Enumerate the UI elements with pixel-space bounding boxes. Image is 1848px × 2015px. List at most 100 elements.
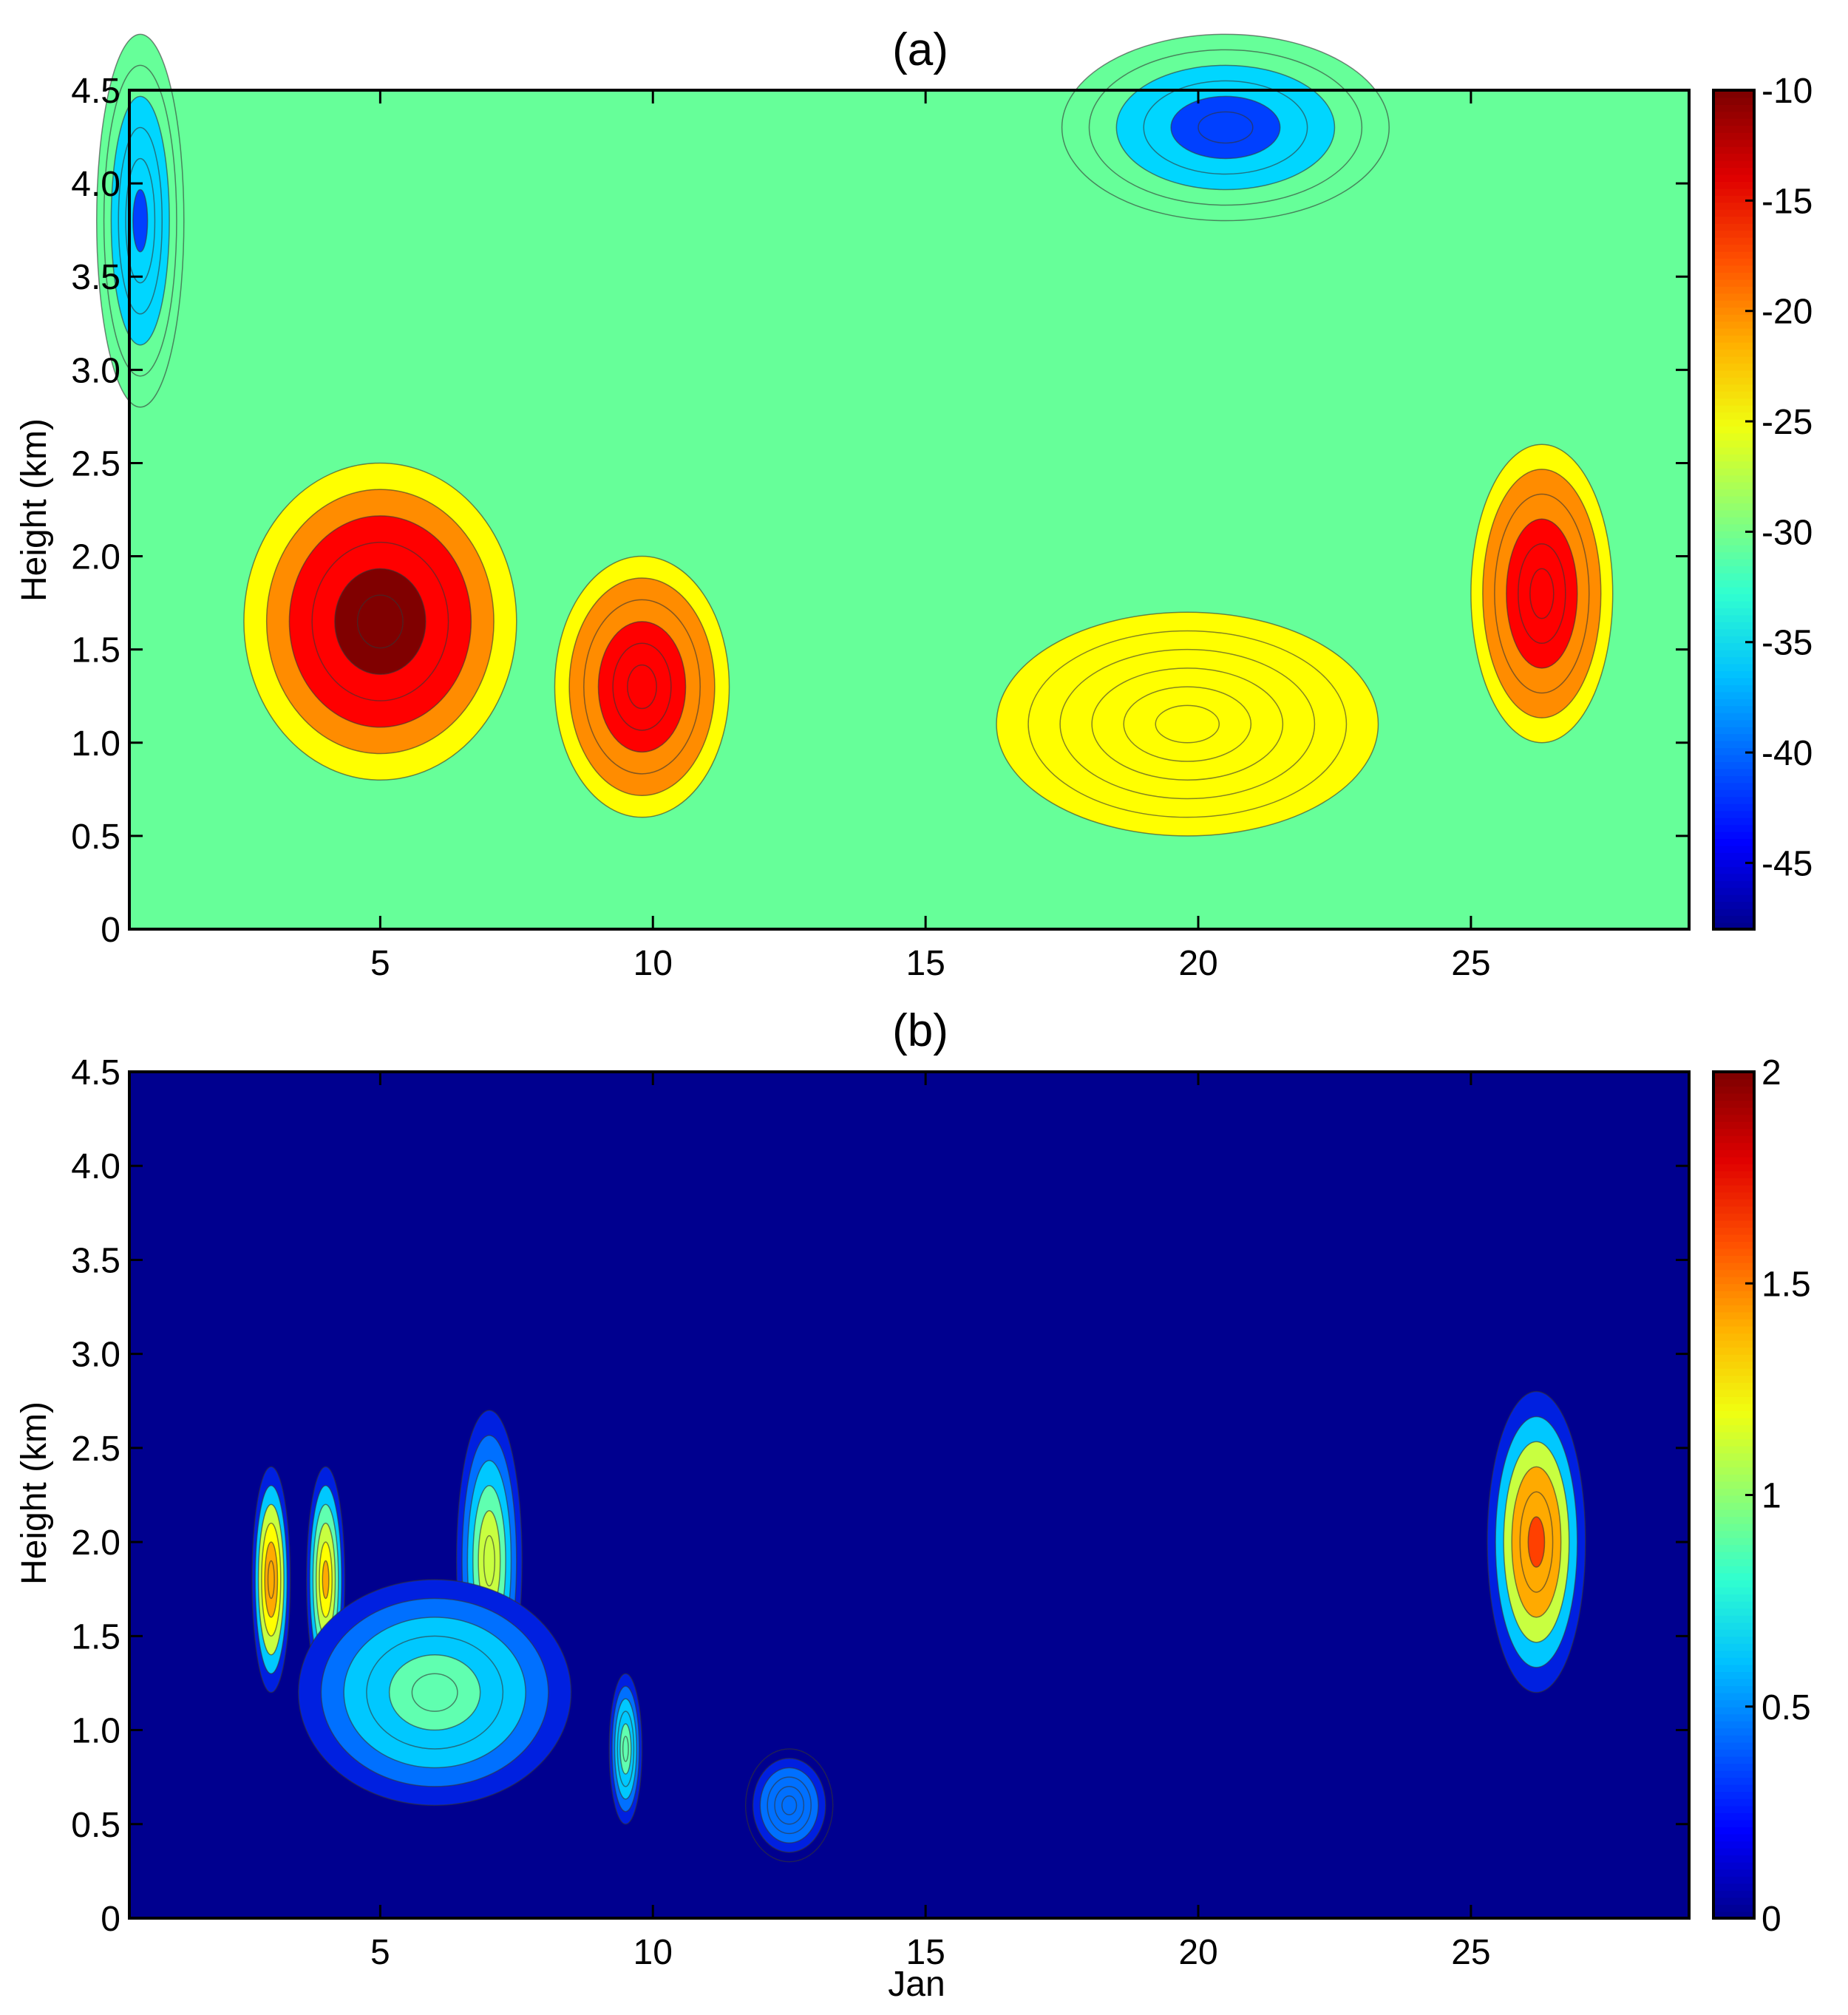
panel-a-colorbar-swatch [1713,628,1754,636]
panel-a-colorbar-swatch [1713,208,1754,217]
panel-a-y-tick-label: 2.0 [71,538,120,577]
panel-b-colorbar-swatch [1713,1600,1754,1609]
panel-a-colorbar-swatch [1713,880,1754,888]
panel-a-colorbar-swatch [1713,915,1754,923]
panel-b-colorbar-swatch [1713,1241,1754,1249]
panel-a-frame [128,89,1691,931]
panel-a-colorbar-tick-label: -25 [1762,403,1813,442]
panel-a-y-tick-label: 1.5 [71,631,120,670]
panel-a-colorbar-swatch [1713,594,1754,602]
panel-b-colorbar-swatch [1713,1636,1754,1644]
panel-b-colorbar-swatch [1713,1911,1754,1919]
panel-b-colorbar-swatch [1713,1805,1754,1813]
panel-a-colorbar-swatch [1713,663,1754,672]
panel-b-colorbar-swatch [1713,1706,1754,1715]
panel-b-colorbar-swatch [1713,1248,1754,1257]
panel-a-colorbar-swatch [1713,467,1754,476]
panel-b-background [129,1072,1689,1918]
panel-b-colorbar-swatch [1713,1622,1754,1630]
panel-a-colorbar-swatch [1713,321,1754,329]
panel-a-colorbar-swatch [1713,894,1754,903]
panel-b-colorbar-swatch [1713,1452,1754,1461]
panel-b-colorbar-swatch [1713,1642,1754,1651]
panel-b-colorbar-swatch [1713,1276,1754,1285]
panel-a-colorbar-swatch [1713,404,1754,413]
panel-a-colorbar-swatch [1713,503,1754,511]
panel-a-colorbar-swatch [1713,167,1754,175]
panel-b-x-tick-label: 25 [1451,1933,1490,1972]
panel-a-colorbar-swatch [1713,677,1754,685]
panel-b-colorbar-swatch [1713,1431,1754,1440]
panel-b-colorbar-swatch [1713,1375,1754,1383]
panel-a-colorbar-swatch [1713,222,1754,231]
panel-b-colorbar-swatch [1713,1255,1754,1263]
panel-b-colorbar-swatch [1713,1889,1754,1898]
panel-b-y-tick-label: 1.0 [71,1712,120,1751]
panel-b-colorbar-swatch [1713,1656,1754,1665]
panel-a-colorbar-swatch [1713,852,1754,860]
panel-b-colorbar-swatch [1713,1749,1754,1757]
panel-b-title: (b) [892,1005,948,1056]
panel-a-colorbar-swatch [1713,90,1754,98]
panel-a-colorbar-swatch [1713,719,1754,727]
panel-a-colorbar-swatch [1713,866,1754,874]
panel-b-y-tick-label: 2.0 [71,1523,120,1563]
panel-a-colorbar-swatch [1713,838,1754,846]
panel-a-colorbar-frame [1712,89,1756,931]
panel-b-colorbar-swatch [1713,1135,1754,1144]
panel-b-y-tick-label: 1.5 [71,1617,120,1656]
panel-a-colorbar-swatch [1713,607,1754,616]
panel-a-colorbar-swatch [1713,558,1754,567]
panel-b-colorbar-swatch [1713,1847,1754,1856]
panel-b-colorbar-swatch [1713,1467,1754,1475]
panel-a-colorbar-swatch [1713,789,1754,798]
panel-a-colorbar-swatch [1713,285,1754,294]
panel-a-colorbar-swatch [1713,670,1754,679]
panel-a-y-tick-label: 2.5 [71,444,120,483]
panel-b-ticks: 5 10 15 20 25 0 0.5 1.0 1.5 2.0 2.5 3.0 3.5 4.0 4.5 [71,1053,1689,1972]
panel-b-colorbar-swatch [1713,1382,1754,1390]
panel-b-colorbar-tick-label: 0 [1762,1900,1781,1939]
panel-a-colorbar-swatch [1713,390,1754,399]
panel-b-colorbar-swatch [1713,1727,1754,1736]
panel-b-colorbar-swatch [1713,1163,1754,1172]
panel-a-colorbar-swatch [1713,342,1754,350]
panel-a-colorbar-swatch [1713,656,1754,665]
panel-a-colorbar-swatch [1713,230,1754,238]
panel-a-colorbar-swatch [1713,901,1754,909]
panel-a-colorbar-swatch [1713,565,1754,574]
panel-a-plot-area [95,33,1691,931]
panel-b-frame [128,1070,1691,1920]
panel-b-colorbar-tick-label: 1 [1762,1477,1781,1516]
panel-b-contour-field [251,1390,1586,1863]
panel-b-y-axis-label: Height (km) [15,1401,54,1585]
panel-b-colorbar-swatch [1713,1855,1754,1863]
panel-b-colorbar-swatch [1713,1903,1754,1912]
panel-a-colorbar-swatch [1713,775,1754,784]
panel-b-colorbar-swatch [1713,1502,1754,1510]
panel-a-y-tick-label: 3.5 [71,258,120,297]
panel-b-colorbar-swatch [1713,1206,1754,1214]
panel-a-colorbar-swatch [1713,796,1754,804]
panel-a-colorbar-swatch [1713,530,1754,539]
panel-a-colorbar-swatch [1713,307,1754,315]
panel-a-colorbar-swatch [1713,810,1754,818]
panel-b-colorbar-swatch [1713,1487,1754,1496]
panel-b-colorbar-swatch [1713,1078,1754,1087]
panel-a-colorbar-swatch [1713,845,1754,853]
panel-a-colorbar-swatch [1713,376,1754,385]
panel-b-colorbar-swatch [1713,1149,1754,1158]
panel-a-colorbar-swatch [1713,761,1754,769]
panel-b-colorbar-swatch [1713,1156,1754,1165]
panel-b-colorbar-swatch [1713,1445,1754,1454]
panel-a-colorbar-swatch [1713,649,1754,658]
panel-a-contour-region [1155,704,1220,744]
panel-a-colorbar-swatch [1713,335,1754,343]
panel-a-colorbar-swatch [1713,516,1754,525]
panel-b-colorbar-swatch [1713,1226,1754,1235]
panel-b-colorbar-swatch [1713,1558,1754,1566]
panel-b-colorbar-swatch [1713,1833,1754,1842]
panel-a-title: (a) [892,24,948,75]
panel-b-colorbar-swatch [1713,1262,1754,1271]
panel-a-colorbar-swatch [1713,139,1754,147]
